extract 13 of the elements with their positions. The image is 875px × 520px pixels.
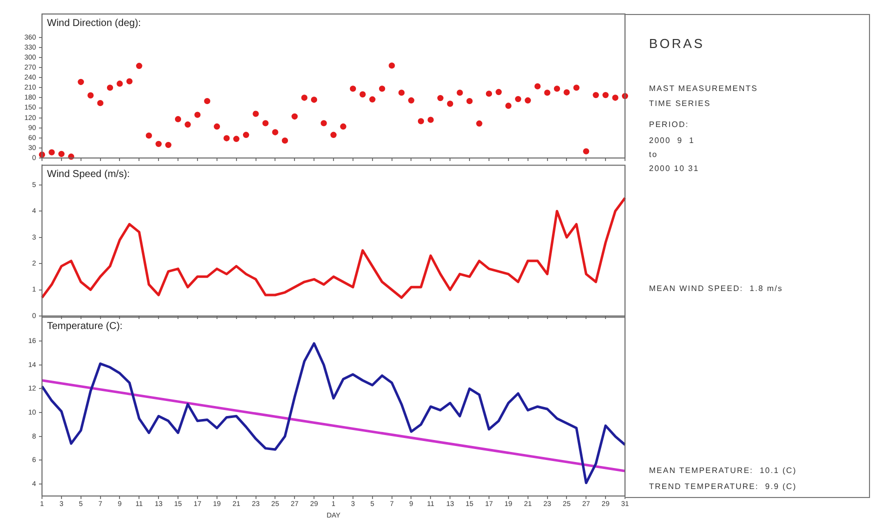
text: MAST MEASUREMENTS [649, 84, 758, 93]
text: 2000 9 1 [649, 136, 695, 145]
text: MEAN TEMPERATURE: 10.1 (C) [649, 466, 797, 475]
text: to [649, 150, 658, 159]
chart-title: Temperature (C): [47, 320, 123, 332]
text: TIME SERIES [649, 99, 711, 108]
chart-title: Wind Speed (m/s): [47, 168, 130, 180]
text: PERIOD: [649, 120, 689, 129]
text: TREND TEMPERATURE: 9.9 (C) [649, 482, 797, 491]
text: MEAN WIND SPEED: 1.8 m/s [649, 284, 783, 293]
chart-title: Wind Direction (deg): [47, 18, 141, 29]
text: 2000 10 31 [649, 164, 700, 173]
text: BORAS [649, 36, 705, 51]
